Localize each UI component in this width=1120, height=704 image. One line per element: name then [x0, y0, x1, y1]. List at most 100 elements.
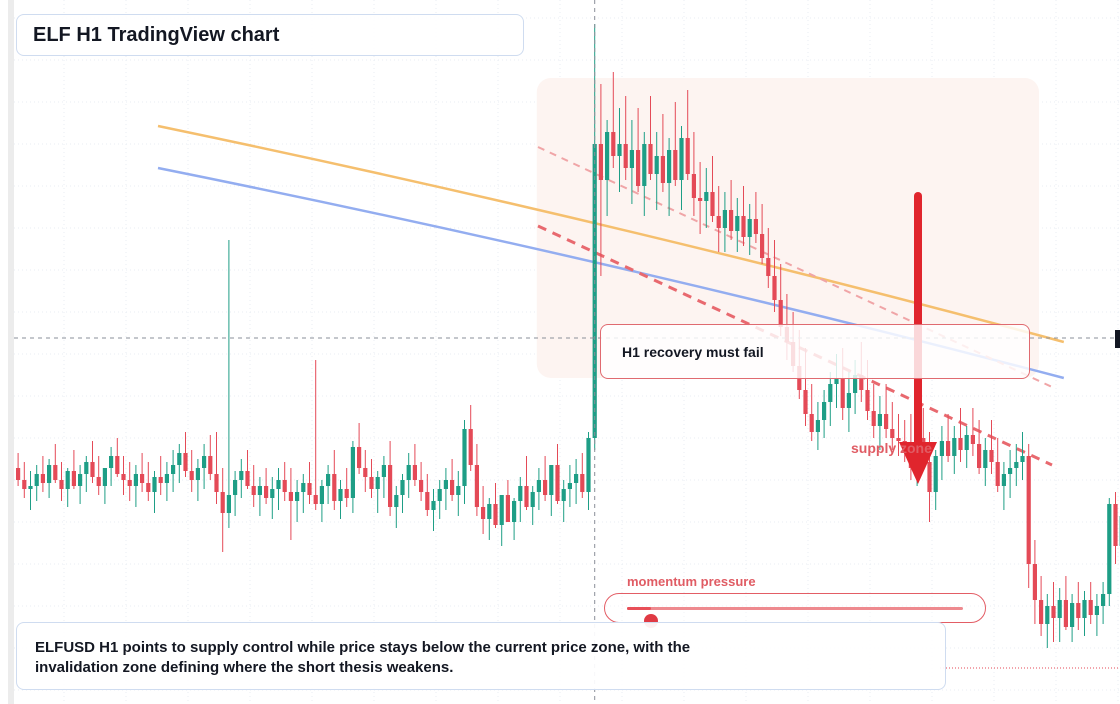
candle-body-down: [282, 480, 287, 492]
candle-body-down: [425, 492, 430, 510]
candle-body-down: [288, 492, 293, 501]
candle-body-down: [710, 192, 715, 216]
left-scroll-strip[interactable]: [8, 0, 14, 704]
candle-body-up: [270, 489, 275, 498]
candle-body-down: [580, 474, 585, 492]
candle-body-up: [667, 150, 672, 183]
price-scale-marker[interactable]: [1115, 330, 1120, 348]
candle-body-down: [636, 150, 641, 186]
candle-body-down: [760, 234, 765, 258]
candle-body-down: [369, 477, 374, 489]
candle-body-up: [964, 435, 969, 450]
trendline-lower: [537, 224, 1053, 467]
candle-body-down: [884, 414, 889, 429]
candle-body-down: [90, 462, 95, 477]
candle-body-up: [654, 156, 659, 174]
candle-body-up: [530, 492, 535, 507]
candle-body-down: [251, 486, 256, 495]
candle-body-down: [623, 144, 628, 168]
candle-body-up: [400, 480, 405, 495]
candle-body-down: [778, 300, 783, 327]
candle-body-down: [505, 495, 510, 522]
candle-body-up: [679, 138, 684, 180]
candle-body-down: [1051, 606, 1056, 618]
candle-body-up: [846, 393, 851, 408]
candle-body-up: [1057, 600, 1062, 618]
candle-body-up: [177, 453, 182, 465]
candle-body-down: [543, 480, 548, 495]
candle-body-up: [1107, 504, 1112, 594]
candle-body-up: [133, 474, 138, 486]
candle-body-up: [233, 480, 238, 495]
orange-moving-average-line: [157, 124, 1065, 344]
candle-body-down: [772, 276, 777, 300]
candle-body-up: [1101, 594, 1106, 606]
candle-body-up: [102, 468, 107, 486]
candle-body-down: [22, 480, 27, 489]
candle-body-up: [462, 429, 467, 486]
candle-body-down: [183, 453, 188, 471]
candle-body-up: [1082, 600, 1087, 618]
candle-body-down: [474, 465, 479, 507]
candle-body-down: [388, 465, 393, 507]
candle-body-up: [381, 465, 386, 477]
candle-body-down: [648, 144, 653, 174]
candle-body-down: [890, 429, 895, 438]
candle-body-down: [214, 474, 219, 492]
candle-body-up: [295, 492, 300, 501]
candle-body-up: [536, 480, 541, 492]
candle-body-down: [840, 378, 845, 408]
candle-body-down: [363, 468, 368, 477]
candle-body-up: [1045, 606, 1050, 624]
candle-body-up: [512, 501, 517, 522]
momentum-bar: [627, 607, 963, 628]
candle-body-up: [375, 477, 380, 489]
candle-body-up: [877, 414, 882, 426]
candle-body-up: [437, 489, 442, 501]
candle-body-down: [115, 456, 120, 474]
candle-body-up: [1094, 606, 1099, 615]
candle-body-down: [865, 390, 870, 411]
candle-body-up: [499, 495, 504, 525]
candle-body-up: [78, 474, 83, 486]
candle-body-up: [171, 465, 176, 474]
candle-body-down: [16, 468, 21, 480]
candle-body-up: [443, 480, 448, 489]
candle-body-down: [71, 471, 76, 486]
candle-body-down: [809, 414, 814, 432]
candle-body-up: [704, 192, 709, 201]
candle-body-down: [716, 216, 721, 228]
candle-body-down: [468, 429, 473, 465]
candle-body-down: [660, 156, 665, 183]
description-box: ELFUSD H1 points to supply control while…: [16, 622, 946, 690]
candle-body-up: [574, 474, 579, 483]
candle-body-down: [307, 483, 312, 495]
candle-body-down: [344, 489, 349, 498]
candle-body-up: [822, 402, 827, 420]
chart-title-box: ELF H1 TradingView chart: [16, 14, 524, 56]
candle-body-down: [1032, 564, 1037, 600]
candle-body-down: [412, 465, 417, 480]
candle-body-down: [970, 435, 975, 444]
candle-body-up: [84, 462, 89, 474]
candle-body-up: [815, 420, 820, 432]
candle-body-up: [65, 471, 70, 489]
description-text: ELFUSD H1 points to supply control while…: [35, 639, 691, 676]
candle-body-down: [264, 486, 269, 498]
candle-body-up: [406, 465, 411, 480]
candle-body-down: [419, 480, 424, 492]
candle-body-up: [567, 483, 572, 489]
candle-body-up: [735, 216, 740, 231]
candle-layer: [16, 24, 1120, 648]
candle-body-down: [140, 474, 145, 483]
recovery-note-box: H1 recovery must fail: [600, 324, 1030, 379]
candle-body-down: [121, 474, 126, 480]
candle-body-down: [611, 132, 616, 156]
candle-body-up: [629, 150, 634, 168]
candle-body-up: [1020, 456, 1025, 462]
candle-body-down: [741, 216, 746, 237]
candle-body-down: [753, 219, 758, 234]
candle-body-up: [28, 486, 33, 489]
candle-body-down: [995, 462, 1000, 486]
